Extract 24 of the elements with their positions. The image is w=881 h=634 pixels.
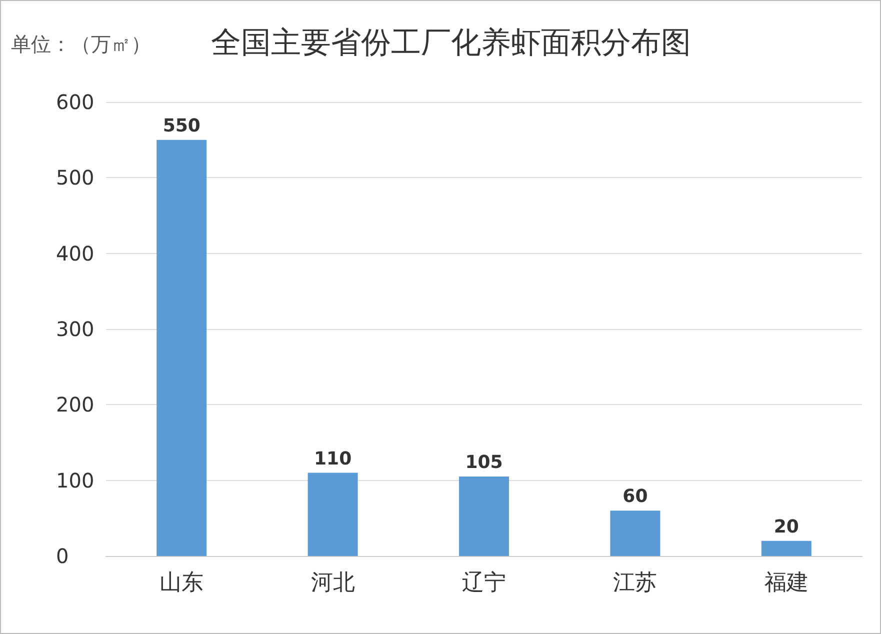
x-tick-label: 江苏 [613,570,658,596]
x-tick-label: 山东 [160,570,204,596]
bar [761,540,812,556]
y-tick-label: 100 [56,468,94,492]
y-tick-label: 500 [56,166,94,190]
data-label: 60 [622,486,648,508]
bar [610,510,660,556]
y-tick-label: 300 [56,317,94,341]
chart-title: 全国主要省份工厂化养虾面积分布图 [211,26,691,60]
y-axis-title: 单位：（万㎡） [11,32,151,56]
x-tick-label: 河北 [310,570,355,596]
data-label: 110 [314,448,352,470]
bar [459,476,509,556]
y-tick-label: 600 [56,90,94,114]
bar [156,140,207,556]
data-label: 550 [162,115,200,136]
y-tick-label: 200 [56,392,94,417]
x-tick-label: 辽宁 [462,570,506,596]
bar [308,472,358,556]
x-tick-label: 福建 [764,570,808,596]
data-label: 20 [774,516,799,538]
y-tick-label: 400 [56,241,94,266]
data-label: 105 [465,452,503,474]
y-tick-label: 0 [56,544,69,568]
